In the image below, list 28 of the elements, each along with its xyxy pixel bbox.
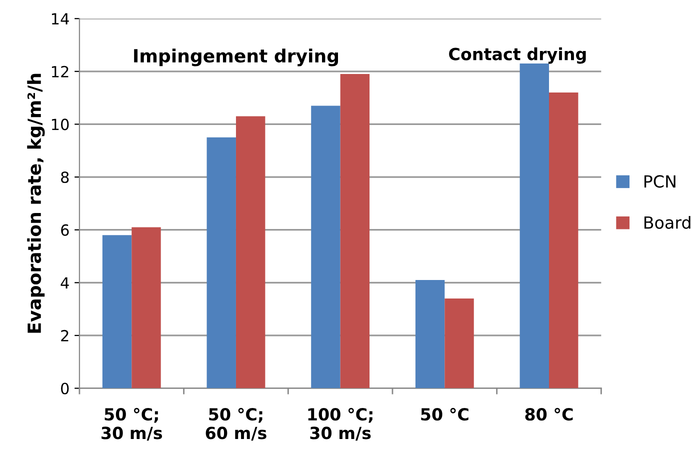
bar <box>444 298 474 388</box>
bar <box>311 106 340 388</box>
y-tick-label: 10 <box>52 118 69 130</box>
annotation: Impingement drying <box>134 48 338 66</box>
legend-label: PCN <box>644 175 676 188</box>
legend-label: Board <box>644 216 690 229</box>
y-tick-label: 14 <box>52 13 69 24</box>
y-tick-label: 4 <box>60 277 69 288</box>
y-tick-label: 8 <box>61 172 69 184</box>
y-tick-label: 2 <box>61 330 68 342</box>
x-tick-label: 50 °C; 60 m/s <box>206 408 266 441</box>
bar <box>236 116 266 388</box>
bar <box>102 235 132 388</box>
y-tick-label: 6 <box>61 224 69 236</box>
bar <box>340 74 370 388</box>
bar <box>520 63 549 388</box>
x-tick-label: 80 °C <box>525 408 573 421</box>
y-tick-label: 12 <box>52 66 68 78</box>
annotation: Contact drying <box>449 47 586 64</box>
bar <box>415 280 445 388</box>
x-tick-label: 100 °C; 30 m/s <box>308 408 372 441</box>
bar <box>132 227 161 388</box>
bar <box>206 137 236 388</box>
x-tick-label: 50 °C <box>421 408 468 421</box>
y-tick-label: 0 <box>61 382 69 394</box>
y-axis-title: Evaporation rate, kg/m²/h <box>27 74 45 333</box>
x-tick-label: 50 °C; 30 m/s <box>102 408 162 441</box>
bar <box>549 92 578 388</box>
